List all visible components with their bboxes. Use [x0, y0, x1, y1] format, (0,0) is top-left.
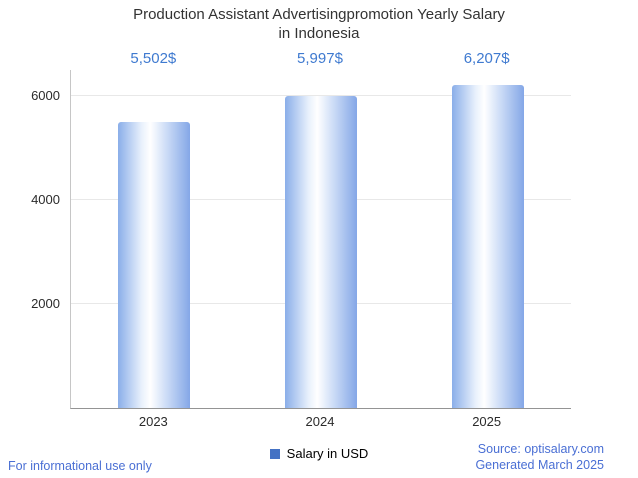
bar-2024	[285, 96, 357, 408]
bar-value-label: 6,207$	[463, 50, 510, 67]
y-axis-tick-label: 6000	[31, 88, 60, 103]
bar-value-label: 5,502$	[130, 50, 177, 67]
y-axis-tick-label: 4000	[31, 192, 60, 207]
legend-label: Salary in USD	[286, 446, 369, 461]
x-axis-tick-label: 2024	[305, 414, 335, 429]
legend-marker-icon	[269, 448, 280, 459]
x-axis-tick-label: 2023	[138, 414, 168, 429]
bar-2023	[118, 121, 191, 408]
gridline	[71, 95, 571, 96]
chart-title-line2: in Indonesia	[278, 25, 360, 43]
chart-title-line1: Production Assistant Advertisingpromotio…	[133, 6, 505, 23]
x-axis-tick-label: 2025	[472, 414, 502, 429]
generated-date: Generated March 2025	[475, 458, 604, 472]
bar-value-label: 5,997$	[297, 50, 343, 67]
disclaimer-text: For informational use only	[8, 459, 152, 473]
source-link[interactable]: Source: optisalary.com	[477, 442, 604, 456]
chart-title: Production Assistant Advertisingpromotio…	[0, 5, 638, 43]
bar-2025	[451, 85, 524, 408]
plot-area	[70, 70, 571, 409]
y-axis-tick-label: 2000	[31, 296, 60, 311]
source-block: Source: optisalary.com Generated March 2…	[475, 441, 604, 473]
